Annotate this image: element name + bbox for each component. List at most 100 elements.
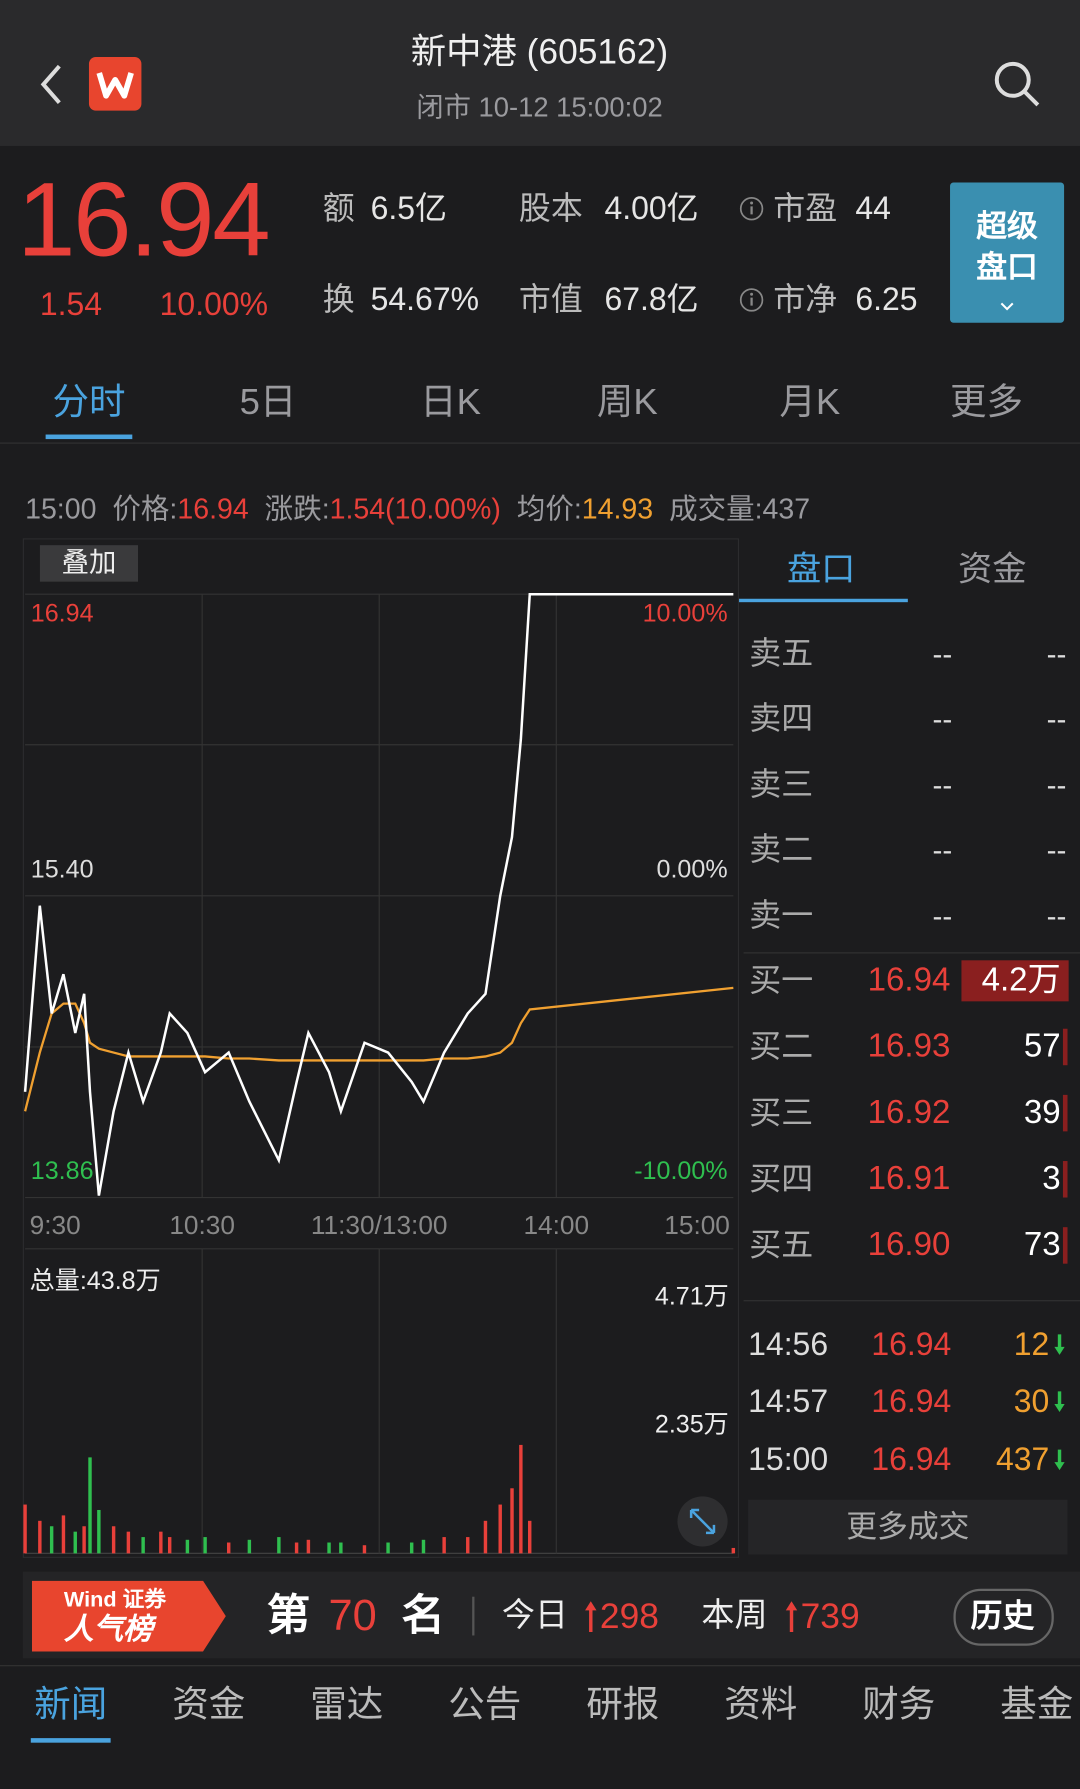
y2-tick-label: 0.00%: [657, 855, 728, 883]
tab-underline: [30, 1738, 111, 1743]
volume-bar: [247, 1539, 252, 1554]
y-tick-label: 4.71万: [655, 1283, 729, 1311]
divider: [0, 1665, 1080, 1667]
search-button[interactable]: [992, 59, 1042, 109]
volume-bar: [49, 1526, 54, 1554]
header-bar: [0, 0, 1080, 146]
book-tab[interactable]: 资金: [958, 550, 1027, 589]
book-tab[interactable]: 盘口: [786, 550, 856, 589]
volume-bar: [483, 1520, 488, 1554]
bid-label: 买二: [749, 1028, 814, 1065]
separator: [472, 1596, 475, 1636]
ask-price: --: [932, 701, 953, 736]
volume-bar: [386, 1542, 390, 1554]
ask-price: --: [932, 898, 953, 933]
up-arrow: [585, 1601, 597, 1633]
volume-bar: [294, 1542, 299, 1554]
more-trades-label: 更多成交: [846, 1509, 970, 1544]
chevron: [1000, 302, 1014, 311]
stat-label: 额: [322, 190, 355, 226]
stat-value: 67.8亿: [604, 281, 699, 318]
volume-bar: [466, 1537, 470, 1554]
period-tab[interactable]: 周K: [596, 380, 658, 422]
price-line: [23, 592, 734, 1196]
info-value: 16.94: [177, 493, 249, 526]
x-tick-label: 15:00: [664, 1210, 730, 1240]
info-value: 14.93: [581, 493, 654, 526]
expand-button[interactable]: [676, 1495, 728, 1547]
volume-bar: [167, 1537, 172, 1554]
ask-label: 卖五: [749, 635, 814, 671]
percent-change: 10.00%: [159, 286, 268, 322]
info-value: 437: [762, 493, 811, 526]
bottom-tab[interactable]: 资金: [172, 1683, 246, 1725]
bottom-tab[interactable]: 公告: [448, 1683, 522, 1725]
volume-bar: [38, 1520, 42, 1554]
y-tick-label: 16.94: [31, 599, 94, 627]
trade-price: 16.94: [871, 1383, 952, 1419]
info-bar: 15:00 价格:16.94 涨跌:1.54(10.00%) 均价:14.93 …: [25, 493, 811, 526]
bid-price: 16.91: [867, 1160, 951, 1197]
info-value: 1.54(10.00%): [329, 493, 501, 526]
volume-bar: [519, 1444, 523, 1554]
up-arrow: [785, 1601, 798, 1633]
stat-value: 44: [855, 190, 891, 226]
info-icon[interactable]: [739, 196, 764, 221]
period-tab[interactable]: 月K: [779, 380, 841, 422]
volume-bar: [1062, 1094, 1068, 1132]
info-label: 成交量:: [669, 493, 763, 526]
bottom-tab[interactable]: 新闻: [34, 1683, 108, 1725]
history-button[interactable]: [953, 1588, 1054, 1646]
volume-title: 总量:43.8万: [29, 1265, 161, 1295]
divider: [0, 442, 1080, 444]
back-button[interactable]: [34, 63, 68, 106]
volume-bar: [1062, 1227, 1068, 1264]
rank-name: 人气榜: [63, 1611, 153, 1646]
info-icon[interactable]: [739, 287, 764, 312]
overlay-button[interactable]: [39, 545, 139, 582]
volume-bar: [277, 1537, 281, 1554]
info-item: 价格:16.94: [112, 493, 249, 526]
x-tick-label: 9:30: [30, 1210, 81, 1240]
ask-volume: --: [1046, 636, 1067, 671]
stat-value: 54.67%: [370, 281, 479, 318]
more-trades-button[interactable]: [748, 1499, 1068, 1555]
brand: Wind 证券: [63, 1588, 166, 1613]
y2-tick-label: -10.00%: [634, 1157, 727, 1185]
down-arrow: [1054, 1448, 1065, 1471]
volume-bar: [126, 1531, 131, 1554]
app-logo[interactable]: [88, 57, 142, 111]
period-tab[interactable]: 日K: [420, 380, 481, 422]
bottom-tab[interactable]: 雷达: [310, 1683, 384, 1725]
volume-bar: [111, 1526, 116, 1554]
volume-bar: [362, 1545, 367, 1554]
trade-volume: 12: [1013, 1326, 1050, 1362]
bottom-tab[interactable]: 资料: [724, 1683, 798, 1725]
last-price: 16.94: [17, 161, 270, 279]
volume-bar: [327, 1542, 331, 1554]
rank: 70: [328, 1592, 377, 1641]
logo-icon: [96, 72, 134, 99]
x-tick-label: 14:00: [523, 1210, 589, 1240]
period-tab[interactable]: 更多: [950, 380, 1024, 422]
rank-badge: [31, 1580, 226, 1652]
week-label: 本周: [701, 1597, 768, 1634]
volume-bar: [442, 1537, 446, 1554]
bottom-tab[interactable]: 基金: [1000, 1683, 1074, 1725]
bid-volume: 3: [1042, 1160, 1061, 1197]
divider: [743, 952, 1080, 954]
bottom-tab[interactable]: 研报: [586, 1683, 660, 1725]
bottom-tab[interactable]: 财务: [862, 1683, 936, 1725]
volume-bar: [731, 1547, 736, 1554]
period-tab[interactable]: 分时: [52, 380, 126, 422]
period-tab[interactable]: 5日: [239, 380, 297, 422]
volume-bar: [409, 1542, 414, 1554]
ask-label: 卖二: [749, 831, 814, 867]
volume-highlight: [961, 960, 1069, 1002]
bid-price: 16.92: [867, 1094, 951, 1131]
stat-value: 6.25: [855, 281, 918, 318]
volume-bar: [141, 1537, 145, 1554]
super-book-button[interactable]: [950, 182, 1065, 323]
